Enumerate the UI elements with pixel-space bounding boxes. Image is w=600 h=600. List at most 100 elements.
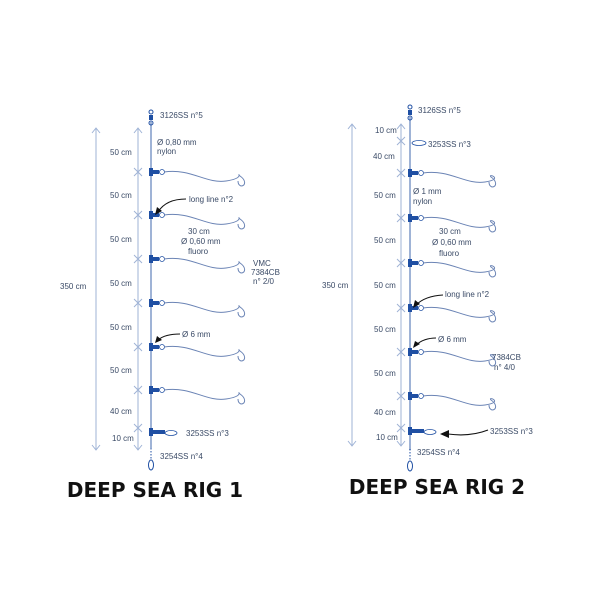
snap-icon (149, 299, 153, 307)
segment-marker-icon (133, 342, 143, 352)
snap-icon (408, 169, 412, 177)
hook-icon (422, 261, 497, 278)
hook-icon (163, 170, 246, 187)
hook-icon (163, 213, 246, 230)
segment-marker-icon (133, 254, 143, 264)
hook-icon (422, 394, 497, 411)
segment-label: 40 cm (374, 408, 396, 417)
swivel-icon (153, 301, 159, 305)
segment-marker-icon (133, 210, 143, 220)
swivel-ring-icon (418, 305, 424, 311)
hook-icon (163, 257, 246, 274)
swivel-ring-icon (423, 429, 437, 435)
segment-label: 10 cm (376, 433, 398, 442)
rig-1: 3126SS n°5 Ø 0,80 mm nylon 350 cm 50 cm … (60, 111, 280, 502)
segment-arrow-head (396, 440, 406, 447)
segment-marker-icon (133, 167, 143, 177)
hook-label: 7384CB (251, 268, 280, 277)
hook-label: n° 2/0 (253, 277, 275, 286)
snap-icon (408, 214, 412, 222)
swivel-icon (153, 213, 159, 217)
swivel-icon (412, 261, 418, 265)
long-line-arrow (415, 294, 444, 306)
upper-swivel-icon (411, 140, 427, 146)
hook-label: VMC (253, 259, 271, 268)
top-swivel-icon (408, 110, 412, 115)
swivel-ring-icon (159, 169, 165, 175)
bead-arrow-head (155, 336, 162, 343)
end-snap-label: 3254SS n°4 (160, 452, 203, 461)
hook-label: 7384CB (492, 353, 521, 362)
segment-marker-icon (396, 213, 406, 223)
hook-icon (422, 350, 497, 367)
top-swivel-icon (149, 115, 153, 120)
swivel-ring-icon (159, 387, 165, 393)
swivel-icon (412, 171, 418, 175)
long-line-label: long line n°2 (189, 195, 234, 204)
top-ring-icon (407, 104, 413, 110)
segment-arrow-head (133, 444, 143, 451)
hook-icon (422, 216, 497, 233)
segment-marker-icon (396, 168, 406, 178)
snap-icon (408, 348, 412, 356)
swivel-icon (412, 216, 418, 220)
top-ring-icon (407, 115, 413, 121)
swivel-icon (412, 429, 424, 433)
segment-label: 50 cm (110, 366, 132, 375)
swivel-ring-icon (164, 430, 178, 436)
rig-1-title: DEEP SEA RIG 1 (67, 478, 243, 502)
snood-label: 30 cm (188, 227, 210, 236)
segment-arrow-head (396, 123, 406, 130)
segment-label: 10 cm (112, 434, 134, 443)
top-swivel-label: 3126SS n°5 (160, 111, 203, 120)
segment-marker-icon (396, 347, 406, 357)
total-length-label: 350 cm (322, 281, 349, 290)
segment-label: 50 cm (110, 148, 132, 157)
main-line-label: nylon (157, 147, 176, 156)
hook-icon (163, 301, 246, 318)
segment-label: 50 cm (110, 235, 132, 244)
segment-marker-icon (396, 423, 406, 433)
segment-label: 10 cm (375, 126, 397, 135)
segment-label: 50 cm (110, 279, 132, 288)
swivel-icon (412, 394, 418, 398)
rig-2: 3126SS n°5 10 cm 3253SS n°3 40 cm Ø 1 mm… (322, 106, 533, 499)
bead-label: Ø 6 mm (438, 335, 467, 344)
snap-icon (149, 168, 153, 176)
snap-icon (408, 259, 412, 267)
segment-label: 50 cm (374, 236, 396, 245)
bottom-swivel-arrow (447, 429, 489, 436)
top-ring-icon (148, 120, 154, 126)
segment-label: 50 cm (374, 369, 396, 378)
bottom-swivel-label: 3253SS n°3 (490, 427, 533, 436)
segment-arrow-head (133, 127, 143, 134)
snood-label: fluoro (188, 247, 209, 256)
snap-icon (149, 255, 153, 263)
segment-label: 40 cm (110, 407, 132, 416)
main-line-label: Ø 1 mm (413, 187, 442, 196)
total-length-arrow-head (91, 444, 101, 451)
hook-label: n° 4/0 (494, 363, 516, 372)
long-line-arrow-head (413, 300, 420, 308)
hook-icon (163, 388, 246, 405)
swivel-ring-icon (418, 349, 424, 355)
hook-icon (163, 345, 246, 362)
snap-icon (408, 304, 412, 312)
snap-icon (408, 427, 412, 435)
bottom-swivel-arrow-head (440, 430, 449, 438)
snap-icon (149, 386, 153, 394)
segment-marker-icon (396, 303, 406, 313)
main-line-label: nylon (413, 197, 432, 206)
snap-icon (149, 343, 153, 351)
swivel-ring-icon (418, 215, 424, 221)
top-ring-icon (148, 109, 154, 115)
snap-icon (408, 392, 412, 400)
segment-marker-icon (396, 258, 406, 268)
swivel-ring-icon (159, 212, 165, 218)
upper-swivel-label: 3253SS n°3 (428, 140, 471, 149)
swivel-icon (153, 345, 159, 349)
snood-label: Ø 0,60 mm (181, 237, 221, 246)
segment-label: 50 cm (110, 323, 132, 332)
total-length-label: 350 cm (60, 282, 87, 291)
